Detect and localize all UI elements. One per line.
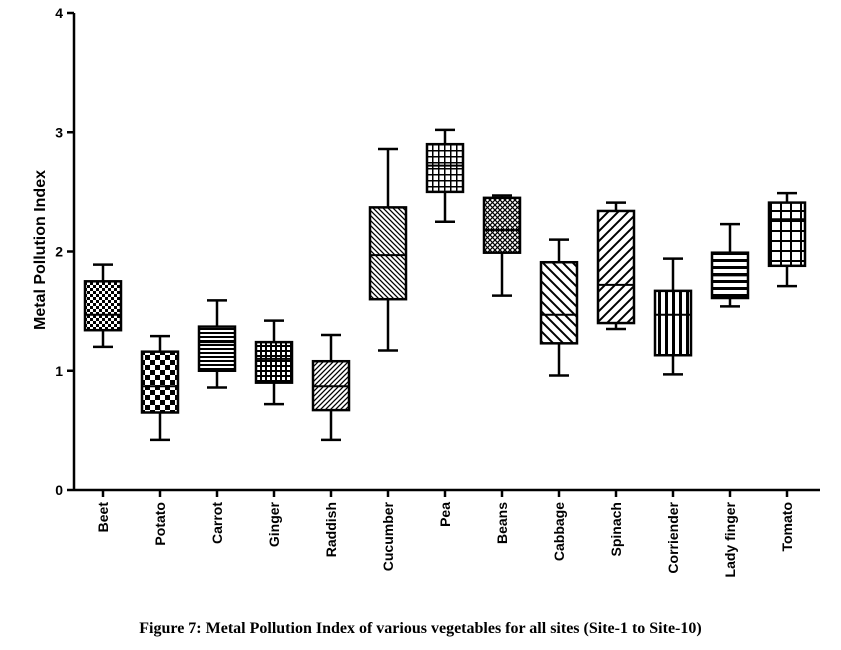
y-tick-label: 4 xyxy=(55,5,63,21)
x-tick-label: Raddish xyxy=(323,502,339,557)
x-tick-label: Beet xyxy=(95,502,111,533)
chart-boxes xyxy=(83,128,807,442)
box-raddish xyxy=(311,333,351,442)
x-tick-label: Ginger xyxy=(266,501,282,547)
y-tick-label: 2 xyxy=(55,244,63,260)
x-tick-label: Carrot xyxy=(209,502,225,544)
box-corriender xyxy=(653,257,693,376)
box-plot-chart: 0 1 2 3 4 Beet Potato Carrot Ginger Raddish Cucumb… xyxy=(32,5,820,577)
box-beet xyxy=(83,263,123,349)
box-iqr xyxy=(254,340,294,384)
y-tick-label: 3 xyxy=(55,124,63,140)
x-tick-label: Tomato xyxy=(779,502,795,552)
chart-axes: 0 1 2 3 4 Beet Potato Carrot Ginger Raddish Cucumb… xyxy=(55,5,820,577)
box-iqr xyxy=(83,280,123,332)
box-tomato xyxy=(767,191,807,288)
figure-caption: Figure 7: Metal Pollution Index of vario… xyxy=(139,620,702,637)
box-spinach xyxy=(596,201,636,331)
box-carrot xyxy=(197,299,237,389)
box-lady-finger xyxy=(710,222,750,308)
x-tick-label: Lady finger xyxy=(722,501,738,577)
x-tick-label: Spinach xyxy=(608,502,624,556)
x-tick-label: Cabbage xyxy=(551,502,567,561)
box-cabbage xyxy=(539,238,579,377)
box-iqr xyxy=(539,260,579,345)
box-potato xyxy=(140,334,180,442)
box-iqr xyxy=(425,142,465,194)
x-tick-label: Corriender xyxy=(665,501,681,573)
x-tick-label: Pea xyxy=(437,502,453,527)
x-tick-label: Potato xyxy=(152,502,168,546)
y-tick-label: 0 xyxy=(55,482,63,498)
box-iqr xyxy=(653,289,693,357)
box-iqr xyxy=(482,196,522,254)
box-pea xyxy=(425,128,465,223)
box-iqr xyxy=(368,206,408,301)
x-tick-label: Cucumber xyxy=(380,501,396,571)
box-iqr xyxy=(197,325,237,373)
box-beans xyxy=(482,194,522,297)
box-ginger xyxy=(254,319,294,406)
box-cucumber xyxy=(368,147,408,352)
x-tick-label: Beans xyxy=(494,502,510,544)
y-axis-label: Metal Pollution Index xyxy=(32,170,49,330)
y-tick-label: 1 xyxy=(55,363,63,379)
box-iqr xyxy=(140,350,180,414)
box-iqr xyxy=(596,209,636,325)
box-iqr xyxy=(767,201,807,268)
